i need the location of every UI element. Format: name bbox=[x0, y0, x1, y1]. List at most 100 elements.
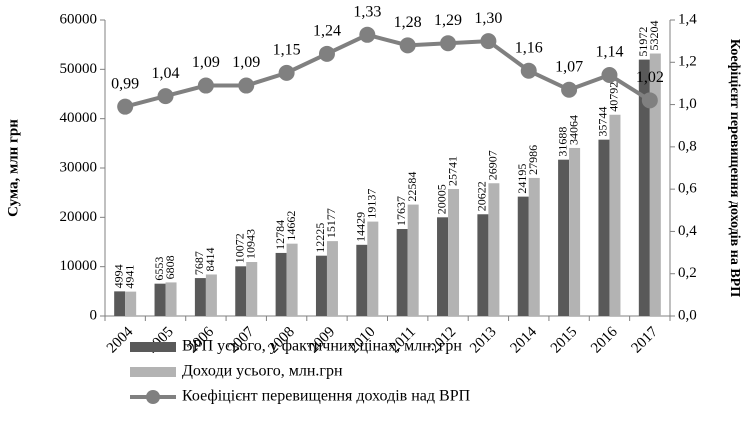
y2-tick-label: 0,6 bbox=[678, 181, 697, 197]
x-tick-label: 2015 bbox=[548, 324, 581, 357]
bar bbox=[396, 228, 408, 316]
bar-value-label: 25741 bbox=[445, 156, 459, 186]
bar-value-label: 51972 bbox=[636, 27, 650, 57]
line-value-label: 1,04 bbox=[152, 65, 180, 82]
line-marker bbox=[601, 66, 618, 83]
line-value-label: 1,09 bbox=[192, 54, 220, 71]
bar-value-label: 22584 bbox=[405, 172, 419, 202]
bar bbox=[558, 159, 570, 316]
line-value-label: 0,99 bbox=[111, 75, 139, 92]
y-tick-label: 10000 bbox=[60, 258, 98, 274]
bar-value-label: 27986 bbox=[526, 145, 540, 175]
bar-value-label: 10943 bbox=[244, 229, 258, 259]
bar-value-label: 15177 bbox=[324, 208, 338, 238]
bar-value-label: 4994 bbox=[111, 264, 125, 288]
bar bbox=[114, 291, 126, 316]
x-tick-label: 2016 bbox=[588, 324, 621, 357]
bar-value-label: 26907 bbox=[486, 150, 500, 180]
y2-tick-label: 1,2 bbox=[678, 54, 697, 70]
bar bbox=[528, 177, 540, 316]
line-value-label: 1,29 bbox=[434, 12, 462, 29]
bar bbox=[165, 282, 177, 316]
bar-value-label: 34064 bbox=[566, 115, 580, 145]
y-tick-label: 50000 bbox=[60, 61, 98, 77]
x-tick-label: 2014 bbox=[507, 324, 540, 357]
legend-label: ВРП усього, у фактичних цінах, млн. грн bbox=[182, 338, 462, 355]
bar bbox=[448, 189, 460, 316]
bar-value-label: 20005 bbox=[434, 184, 448, 214]
line-value-label: 1,33 bbox=[353, 3, 381, 20]
bar-value-label: 8414 bbox=[203, 247, 217, 271]
bar-value-label: 35744 bbox=[596, 107, 610, 137]
bar bbox=[246, 262, 258, 316]
bar bbox=[437, 217, 449, 316]
bar bbox=[356, 244, 368, 316]
line-marker bbox=[157, 88, 174, 105]
bar bbox=[194, 278, 206, 316]
bar bbox=[609, 114, 621, 317]
bar-value-label: 6553 bbox=[152, 257, 166, 281]
y2-tick-label: 0,2 bbox=[678, 265, 697, 281]
line-marker bbox=[117, 98, 134, 115]
bar bbox=[154, 283, 166, 316]
y-tick-label: 0 bbox=[90, 307, 98, 323]
y2-tick-label: 0,8 bbox=[678, 138, 697, 154]
bar bbox=[598, 139, 610, 316]
bar bbox=[286, 243, 298, 316]
line-marker bbox=[278, 64, 295, 81]
bar bbox=[488, 183, 500, 316]
line-marker bbox=[520, 62, 537, 79]
y-axis-title: Сума, млн грн bbox=[5, 119, 21, 217]
legend-marker bbox=[146, 390, 160, 404]
bar bbox=[275, 252, 287, 316]
line-value-label: 1,24 bbox=[313, 23, 341, 40]
bar bbox=[517, 196, 529, 316]
legend-swatch bbox=[130, 342, 176, 352]
y-tick-label: 30000 bbox=[60, 159, 98, 175]
bar-value-label: 17637 bbox=[394, 196, 408, 226]
line-marker bbox=[480, 33, 497, 50]
line-marker bbox=[238, 77, 255, 94]
bar-value-label: 19137 bbox=[365, 189, 379, 219]
bar-value-label: 4941 bbox=[122, 265, 136, 289]
bar-value-label: 20622 bbox=[475, 181, 489, 211]
line-marker bbox=[440, 35, 457, 52]
y-tick-label: 40000 bbox=[60, 110, 98, 126]
line-value-label: 1,02 bbox=[636, 69, 664, 86]
y2-tick-label: 0,4 bbox=[678, 223, 697, 239]
line-value-label: 1,07 bbox=[555, 58, 583, 75]
line-marker bbox=[197, 77, 214, 94]
bar bbox=[315, 255, 327, 316]
y2-tick-label: 1,0 bbox=[678, 96, 697, 112]
bar bbox=[569, 147, 581, 316]
line-value-label: 1,15 bbox=[273, 42, 301, 59]
line-value-label: 1,30 bbox=[474, 10, 502, 27]
bar bbox=[326, 241, 338, 316]
bar-value-label: 14429 bbox=[354, 212, 368, 242]
bar bbox=[477, 214, 489, 316]
bar-value-label: 31688 bbox=[555, 127, 569, 157]
bar-value-label: 53204 bbox=[647, 21, 661, 51]
line-value-label: 1,16 bbox=[515, 39, 543, 56]
bar bbox=[205, 274, 217, 316]
bar bbox=[367, 221, 379, 316]
line-value-label: 1,09 bbox=[232, 54, 260, 71]
x-tick-label: 2013 bbox=[467, 324, 500, 357]
bar-value-label: 40792 bbox=[607, 82, 621, 112]
bar bbox=[125, 291, 137, 316]
y-tick-label: 60000 bbox=[60, 11, 98, 27]
bar-value-label: 6808 bbox=[163, 255, 177, 279]
y2-tick-label: 1,4 bbox=[678, 11, 697, 27]
line-marker bbox=[359, 26, 376, 43]
bar bbox=[407, 204, 419, 316]
y2-axis-title: Коефіцієнт перевищення доходів на ВРП bbox=[727, 39, 742, 297]
bar bbox=[638, 59, 650, 317]
line-marker bbox=[318, 45, 335, 62]
line-value-label: 1,28 bbox=[394, 14, 422, 31]
bar-value-label: 12225 bbox=[313, 223, 327, 253]
line-marker bbox=[641, 92, 658, 109]
legend-label: Доходи усього, млн.грн bbox=[182, 363, 343, 380]
legend-label: Коефіцієнт перевищення доходів над ВРП bbox=[182, 388, 471, 405]
line-marker bbox=[399, 37, 416, 54]
bar-value-label: 10072 bbox=[233, 233, 247, 263]
